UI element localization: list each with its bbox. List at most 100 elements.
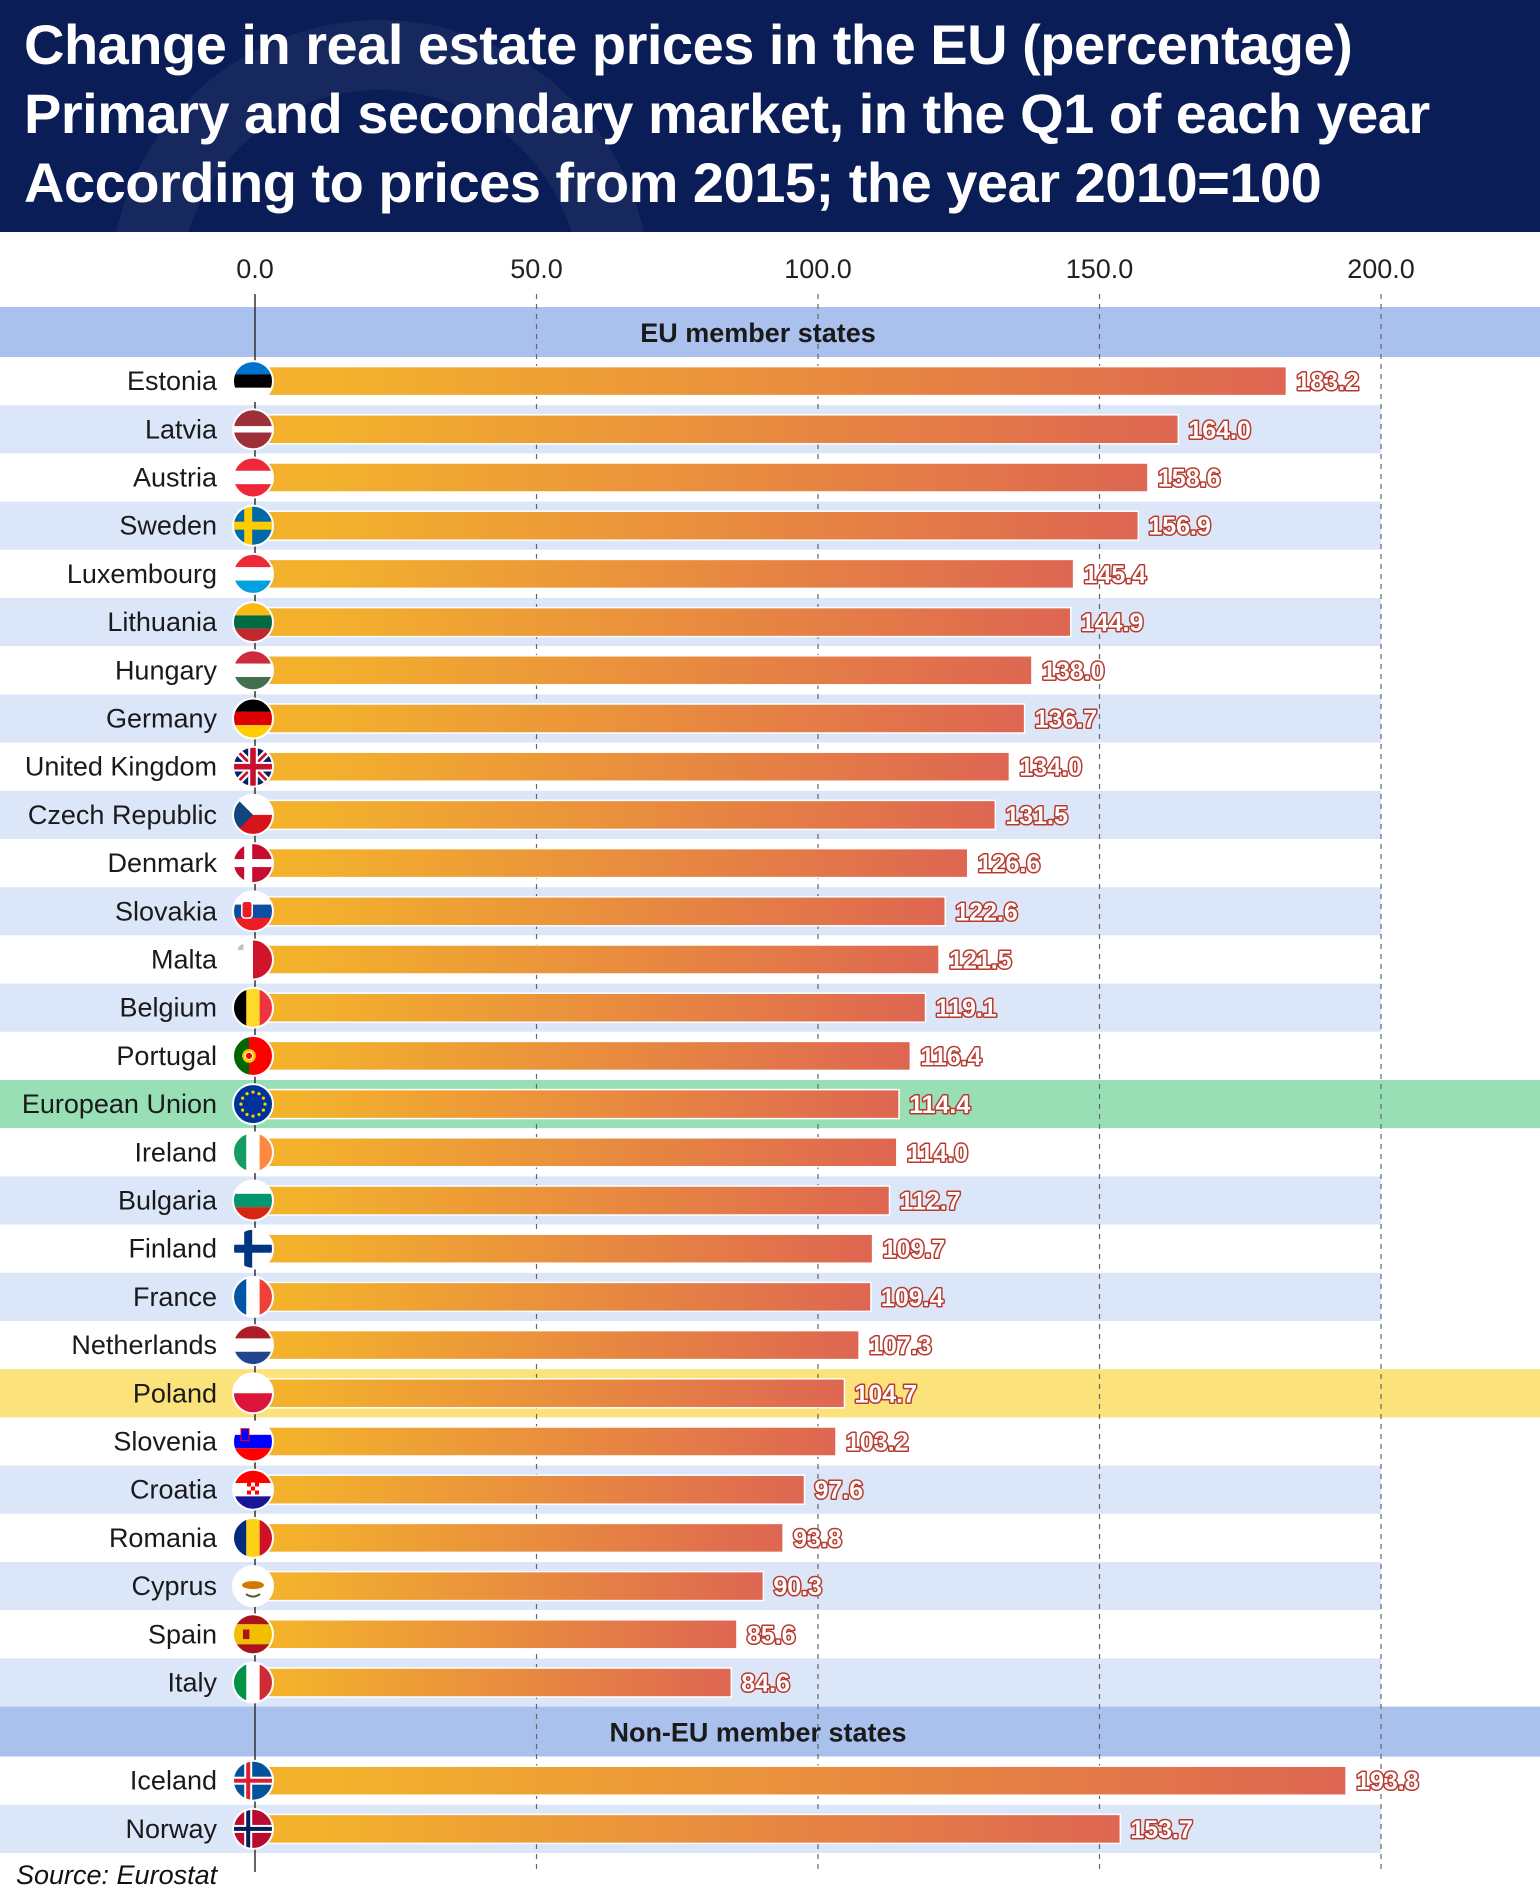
country-label: Croatia [130,1475,218,1505]
germany-flag-icon [232,697,274,740]
cyprus-flag-icon [232,1565,274,1608]
czech-republic-flag-icon [232,793,274,836]
austria-flag-icon [232,456,274,499]
malta-flag-icon [232,938,274,981]
sweden-flag-icon [232,504,274,547]
bar-chart: 0.0 50.0 100.0 150.0 200.0 EU member states Es… [0,254,1540,1872]
value-label: 85.6 [747,1621,796,1649]
country-label: Latvia [145,414,218,444]
value-label: 107.3 [869,1332,932,1360]
slovenia-flag-icon [232,1420,274,1463]
bar-croatia [254,1474,806,1505]
country-label: Slovenia [113,1427,218,1457]
value-label: 109.7 [883,1236,946,1264]
chart-title: Change in real estate prices in the EU (… [24,13,1353,76]
value-label: 138.0 [1042,657,1105,685]
bar-romania [254,1522,784,1554]
norway-flag-icon [232,1807,274,1850]
romania-flag-icon [232,1516,274,1559]
croatia-flag-icon [232,1468,274,1511]
chart-subtitle-base-year: According to prices from 2015; the year … [24,151,1322,214]
value-label: 136.7 [1035,706,1098,734]
bar-spain [254,1619,738,1650]
country-label: Czech Republic [28,800,217,830]
country-label: Italy [167,1668,217,1698]
value-label: 97.6 [814,1477,863,1505]
country-label: Austria [133,463,218,493]
hungary-flag-icon [232,649,274,692]
country-label: Ireland [134,1137,217,1167]
x-tick-label: 150.0 [1066,254,1134,284]
value-label: 104.7 [854,1380,917,1408]
finland-flag-icon [232,1227,274,1270]
section-band [0,1706,1540,1757]
bar-cyprus [254,1570,765,1602]
country-label: Malta [151,945,218,975]
chart-subtitle-market: Primary and secondary market, in the Q1 … [24,82,1430,145]
bar-austria [254,462,1149,493]
country-label: Spain [148,1619,217,1649]
value-label: 112.7 [900,1188,961,1216]
bar-hungary [254,655,1033,686]
country-label: United Kingdom [25,752,217,782]
bar-denmark [254,847,969,879]
netherlands-flag-icon [232,1324,274,1367]
chart-area: 0.0 50.0 100.0 150.0 200.0 EU member states Es… [0,232,1540,1872]
bar-belgium [254,992,927,1023]
value-label: 183.2 [1296,368,1359,396]
country-label: Denmark [107,848,217,878]
bar-slovakia [254,896,946,927]
country-label: Iceland [130,1766,217,1796]
country-label: France [133,1282,217,1312]
section-band [0,307,1540,357]
country-label: Belgium [119,993,217,1023]
bar-european-union [254,1088,900,1120]
bar-poland [254,1378,846,1409]
bar-latvia [254,414,1180,445]
country-label: Estonia [127,366,218,396]
country-label: European Union [22,1089,217,1119]
value-label: 144.9 [1081,609,1144,637]
bar-portugal [254,1040,912,1072]
bar-norway [254,1813,1122,1845]
portugal-flag-icon [232,1034,274,1077]
section-title: Non-EU member states [609,1718,906,1748]
latvia-flag-icon [232,408,274,451]
united-kingdom-flag-icon [232,745,274,788]
country-label: Lithuania [107,607,218,637]
value-label: 103.2 [846,1429,909,1457]
country-label: Netherlands [71,1330,217,1360]
bar-france [254,1281,872,1313]
source-note: Source: Eurostat [16,1860,218,1890]
country-label: Bulgaria [118,1186,218,1216]
bar-estonia [254,365,1288,397]
bar-sweden [254,510,1140,541]
section-title: EU member states [640,318,876,348]
value-label: 109.4 [881,1284,944,1312]
value-label: 116.4 [920,1043,981,1071]
france-flag-icon [232,1275,274,1318]
country-label: Portugal [116,1041,217,1071]
bar-united-kingdom [254,751,1011,782]
country-label: Luxembourg [67,559,217,589]
italy-flag-icon [232,1661,274,1704]
country-label: Norway [125,1814,217,1844]
belgium-flag-icon [232,986,274,1029]
country-label: Finland [128,1234,217,1264]
country-label: Hungary [115,655,218,685]
bar-malta [254,944,940,975]
bar-germany [254,703,1026,734]
x-tick-label: 100.0 [784,254,852,284]
row-backgrounds [0,307,1540,1853]
value-label: 134.0 [1019,754,1082,782]
x-tick-label: 0.0 [236,254,274,284]
slovakia-flag-icon [232,890,274,933]
ireland-flag-icon [232,1131,274,1174]
bar-lithuania [254,606,1072,638]
spain-flag-icon [232,1613,274,1656]
bar-luxembourg [254,558,1075,590]
bar-netherlands [254,1329,860,1361]
country-label: Romania [109,1523,218,1553]
bar-ireland [254,1137,898,1168]
value-label: 122.6 [955,898,1018,926]
